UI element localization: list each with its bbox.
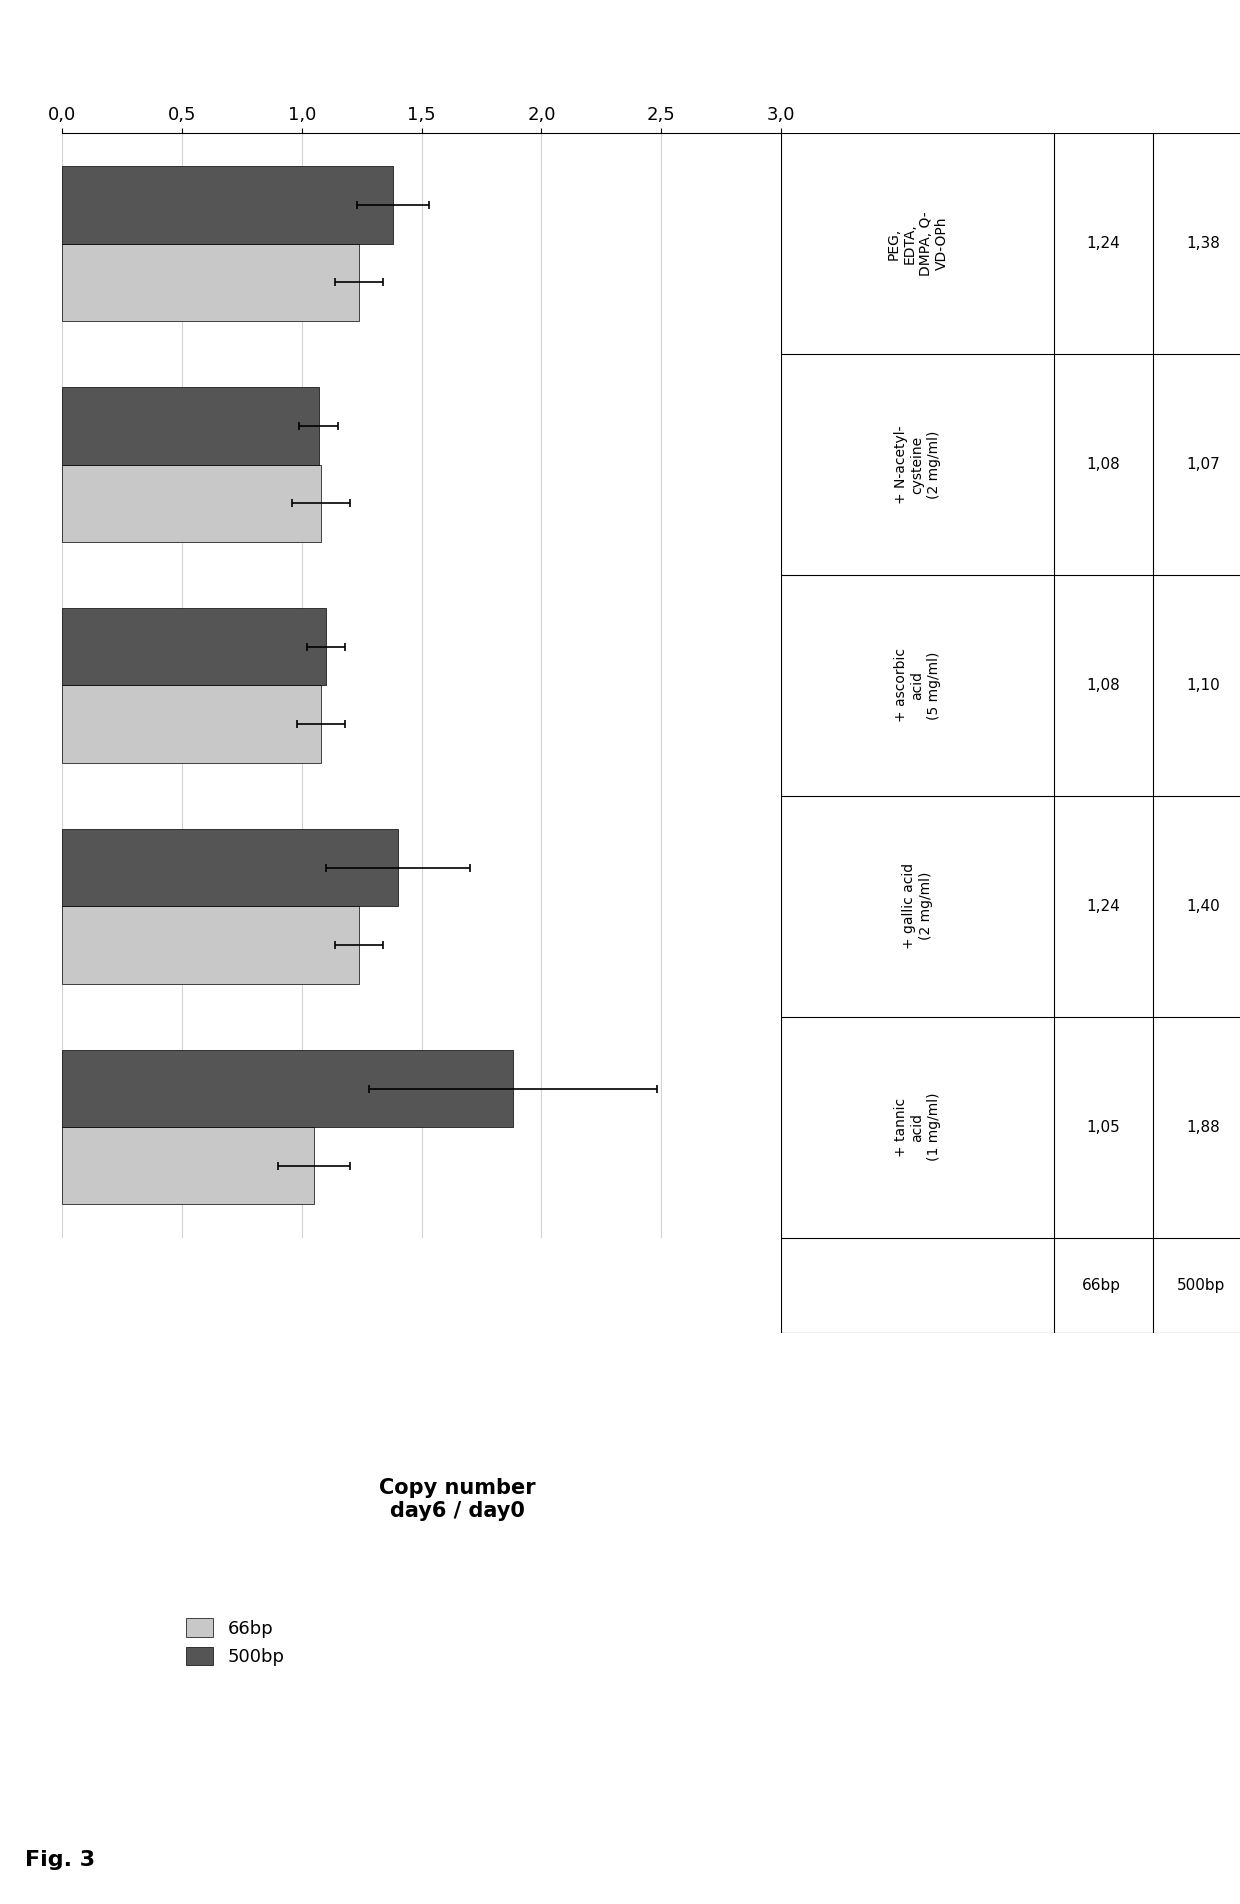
Text: 1,07: 1,07	[1185, 457, 1220, 472]
Text: 1,08: 1,08	[1086, 678, 1121, 693]
Bar	[62, 465, 321, 543]
Bar	[62, 1049, 512, 1127]
Text: + tannic
acid
(1 mg/ml): + tannic acid (1 mg/ml)	[894, 1093, 941, 1161]
Text: 1,08: 1,08	[1086, 457, 1121, 472]
Bar	[62, 387, 319, 465]
Text: PEG,
EDTA,
DMPA, Q-
VD-OPh: PEG, EDTA, DMPA, Q- VD-OPh	[887, 211, 949, 276]
Bar	[62, 166, 393, 244]
Text: 1,38: 1,38	[1185, 236, 1220, 251]
Text: + ascorbic
acid
(5 mg/ml): + ascorbic acid (5 mg/ml)	[894, 649, 941, 722]
Text: + N-acetyl-
cysteine
(2 mg/ml): + N-acetyl- cysteine (2 mg/ml)	[894, 425, 941, 505]
Legend: 66bp, 500bp: 66bp, 500bp	[179, 1611, 291, 1674]
Text: 1,10: 1,10	[1185, 678, 1220, 693]
Bar	[62, 244, 360, 322]
Bar	[62, 685, 321, 764]
Text: 1,88: 1,88	[1185, 1120, 1220, 1135]
Text: 66bp: 66bp	[1083, 1278, 1121, 1293]
Bar	[62, 607, 326, 685]
Text: 500bp: 500bp	[1177, 1278, 1225, 1293]
Bar	[62, 828, 398, 906]
Text: 1,40: 1,40	[1185, 899, 1220, 914]
Text: + gallic acid
(2 mg/ml): + gallic acid (2 mg/ml)	[903, 863, 932, 950]
Bar	[62, 1127, 314, 1205]
Bar	[62, 906, 360, 984]
Text: 1,24: 1,24	[1086, 236, 1121, 251]
Text: 1,05: 1,05	[1086, 1120, 1121, 1135]
Text: 1,24: 1,24	[1086, 899, 1121, 914]
Text: Fig. 3: Fig. 3	[25, 1851, 95, 1870]
Text: Copy number
day6 / day0: Copy number day6 / day0	[379, 1478, 536, 1521]
